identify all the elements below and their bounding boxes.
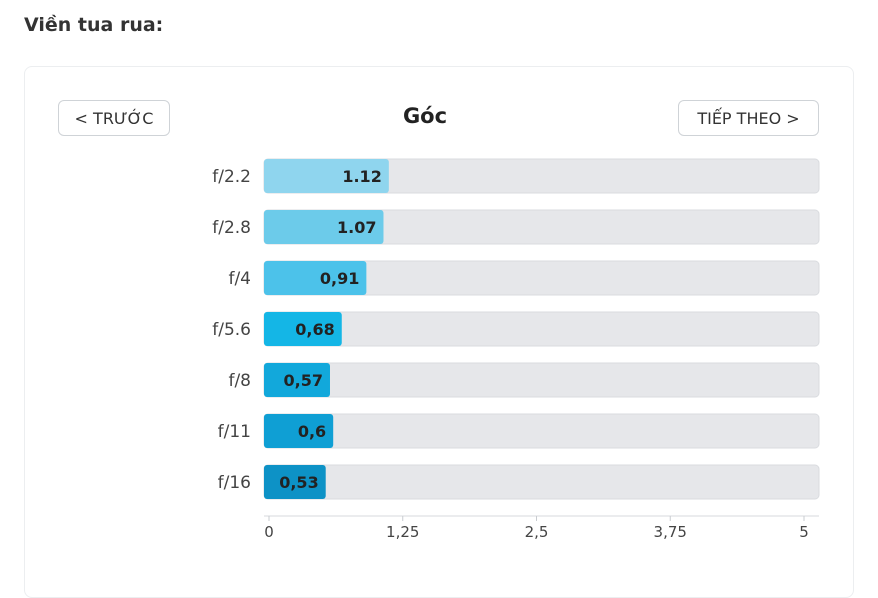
data-label: 0,53 xyxy=(279,473,318,492)
x-tick-label: 0 xyxy=(264,523,274,541)
category-label: f/4 xyxy=(228,269,251,289)
bar[interactable] xyxy=(264,210,384,244)
previous-button[interactable]: < TRƯỚC xyxy=(58,100,170,136)
data-label: 1.12 xyxy=(342,167,381,186)
category-label: f/8 xyxy=(228,371,251,391)
category-label: f/5.6 xyxy=(212,320,251,340)
chart-title: Góc xyxy=(402,104,448,128)
section-heading: Viền tua rua: xyxy=(24,14,164,36)
data-label: 1.07 xyxy=(337,218,376,237)
data-label: 0,6 xyxy=(298,422,326,441)
bar-track xyxy=(263,362,820,398)
bar-track xyxy=(263,464,820,500)
data-label: 0,68 xyxy=(295,320,334,339)
bar[interactable] xyxy=(264,261,367,295)
data-label: 0,91 xyxy=(320,269,359,288)
bar[interactable] xyxy=(264,312,342,346)
category-label: f/16 xyxy=(218,473,251,493)
category-label: f/11 xyxy=(218,422,251,442)
x-tick-label: 5 xyxy=(799,523,809,541)
bar[interactable] xyxy=(264,465,326,499)
bar-track xyxy=(263,413,820,449)
x-tick-label: 3,75 xyxy=(654,523,687,541)
next-button[interactable]: TIẾP THEO > xyxy=(678,100,819,136)
bar[interactable] xyxy=(264,159,389,193)
x-tick-label: 2,5 xyxy=(525,523,549,541)
category-label: f/2.8 xyxy=(212,218,251,238)
category-label: f/2.2 xyxy=(212,167,251,187)
bar-chart: f/2.2 1.12 f/2.8 1.07 f/4 0,91 f/5.6 0,68 f/8 0,5… xyxy=(212,158,820,541)
x-tick-label: 1,25 xyxy=(386,523,419,541)
data-label: 0,57 xyxy=(284,371,323,390)
bar[interactable] xyxy=(264,363,330,397)
bar-track xyxy=(263,311,820,347)
bar[interactable] xyxy=(264,414,334,448)
